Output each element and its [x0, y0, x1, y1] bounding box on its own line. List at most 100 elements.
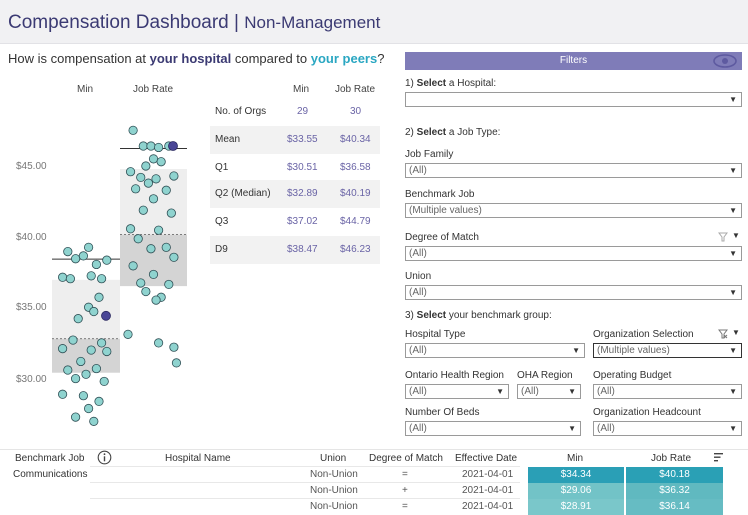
data-point — [148, 269, 159, 280]
step2-label: 2) Select a Job Type: — [405, 127, 500, 138]
data-point — [58, 344, 68, 354]
stats-label: D9 — [215, 244, 228, 255]
org-selection-value: (Multiple values) — [597, 345, 670, 356]
box-lower — [52, 338, 120, 373]
chevron-down-icon: ▼ — [729, 346, 737, 355]
data-point — [96, 338, 107, 348]
row-divider — [90, 482, 520, 483]
eye-icon[interactable] — [712, 53, 738, 69]
stats-rate: $40.19 — [340, 188, 371, 199]
data-point — [89, 416, 99, 426]
step-text: a Job Type: — [446, 127, 501, 138]
table-row[interactable]: Non-Union = 2021-04-01 $28.91 $36.14 — [0, 498, 748, 515]
distribution-chart — [52, 125, 187, 426]
headcount-label: Organization Headcount — [593, 407, 701, 418]
data-point — [71, 373, 81, 384]
cell-degree: + — [402, 485, 408, 496]
degree-dropdown[interactable]: (All) ▼ — [405, 246, 742, 261]
y-tick-label: $35.00 — [16, 302, 47, 313]
title-subtitle: Non-Management — [244, 13, 381, 32]
chart-col-rate: Job Rate — [133, 84, 174, 95]
stats-row: Q2 (Median) $32.89 $40.19 — [210, 180, 380, 208]
data-point — [99, 376, 109, 387]
cell-min: $29.06 — [528, 483, 624, 499]
table-row[interactable]: Non-Union + 2021-04-01 $29.06 $36.32 — [0, 482, 748, 499]
data-point — [133, 234, 143, 244]
benchmark-job-dropdown[interactable]: (Multiple values) ▼ — [405, 203, 742, 218]
chevron-down-icon: ▼ — [729, 424, 737, 433]
union-dropdown[interactable]: (All) ▼ — [405, 285, 742, 300]
step1-label: 1) Select a Hospital: — [405, 78, 496, 89]
chevron-down-icon: ▼ — [729, 288, 737, 297]
step-bold: Select — [416, 310, 447, 321]
table-row[interactable]: Non-Union = 2021-04-01 $34.34 $40.18 — [0, 466, 748, 483]
data-point — [78, 391, 89, 401]
step-bold: Select — [416, 78, 447, 89]
y-tick-label: $40.00 — [16, 232, 47, 243]
headcount-dropdown[interactable]: (All) ▼ — [593, 421, 742, 436]
row-divider — [90, 466, 520, 467]
oha-label: OHA Region — [517, 370, 573, 381]
cell-union: Non-Union — [310, 469, 358, 480]
data-point — [131, 184, 141, 194]
question-peers: your peers — [310, 51, 378, 66]
stats-label: Mean — [215, 134, 241, 145]
cell-rate: $36.32 — [626, 483, 723, 499]
filter-icon[interactable] — [718, 232, 728, 242]
chevron-down-icon: ▼ — [568, 424, 576, 433]
col-job-rate: Job Rate — [651, 453, 692, 464]
hospital-type-label: Hospital Type — [405, 329, 466, 340]
stats-label: Q3 — [215, 216, 229, 227]
col-degree: Degree of Match — [369, 453, 443, 464]
beds-dropdown[interactable]: (All) ▼ — [405, 421, 581, 436]
stats-min: $37.02 — [287, 216, 318, 227]
data-point — [71, 254, 81, 264]
clear-filter-icon[interactable] — [718, 329, 728, 339]
data-point — [123, 329, 133, 339]
info-icon[interactable] — [97, 450, 112, 465]
ohr-label: Ontario Health Region — [405, 370, 504, 381]
oha-value: (All) — [521, 386, 539, 397]
stats-rate: $36.58 — [340, 162, 371, 173]
your-hospital-point — [168, 141, 178, 151]
chart-col-min: Min — [77, 84, 94, 95]
chevron-down-icon: ▼ — [729, 387, 737, 396]
stats-rate: $40.34 — [340, 134, 371, 145]
data-point — [161, 185, 171, 195]
stats-row: Q3 $37.02 $44.79 — [210, 208, 380, 236]
data-point — [148, 194, 159, 204]
hospital-dropdown[interactable]: ▼ — [405, 92, 742, 107]
data-point — [136, 172, 146, 183]
data-point — [86, 345, 96, 355]
sort-icon[interactable] — [713, 452, 724, 463]
stats-row: Mean $33.55 $40.34 — [210, 126, 380, 154]
chevron-down-icon[interactable]: ▼ — [732, 328, 740, 337]
col-union: Union — [320, 453, 347, 464]
data-point — [164, 279, 174, 290]
data-point — [148, 154, 159, 164]
hospital-type-dropdown[interactable]: (All) ▼ — [405, 343, 585, 358]
chevron-down-icon[interactable]: ▼ — [732, 231, 740, 240]
col-hospital-name: Hospital Name — [165, 453, 231, 464]
question-prefix: How is compensation at — [8, 51, 150, 66]
your-hospital-point — [101, 310, 111, 321]
data-point — [141, 286, 151, 297]
job-family-dropdown[interactable]: (All) ▼ — [405, 163, 742, 178]
data-point — [143, 178, 154, 188]
cell-rate: $36.14 — [626, 499, 723, 515]
title-main: Compensation Dashboard — [8, 12, 229, 33]
org-selection-dropdown[interactable]: (Multiple values) ▼ — [593, 343, 742, 358]
data-point — [146, 244, 156, 254]
data-point — [128, 125, 138, 135]
hospital-type-value: (All) — [409, 345, 427, 356]
table-divider — [0, 449, 748, 450]
oha-dropdown[interactable]: (All) ▼ — [517, 384, 581, 399]
ohr-dropdown[interactable]: (All) ▼ — [405, 384, 509, 399]
stats-min: $33.55 — [287, 134, 318, 145]
data-point — [96, 274, 107, 284]
budget-dropdown[interactable]: (All) ▼ — [593, 384, 742, 399]
stats-min: 29 — [297, 106, 309, 117]
benchmark-job-label: Benchmark Job — [405, 189, 475, 200]
benchmark-job-group: Communications — [13, 469, 88, 480]
ohr-value: (All) — [409, 386, 427, 397]
